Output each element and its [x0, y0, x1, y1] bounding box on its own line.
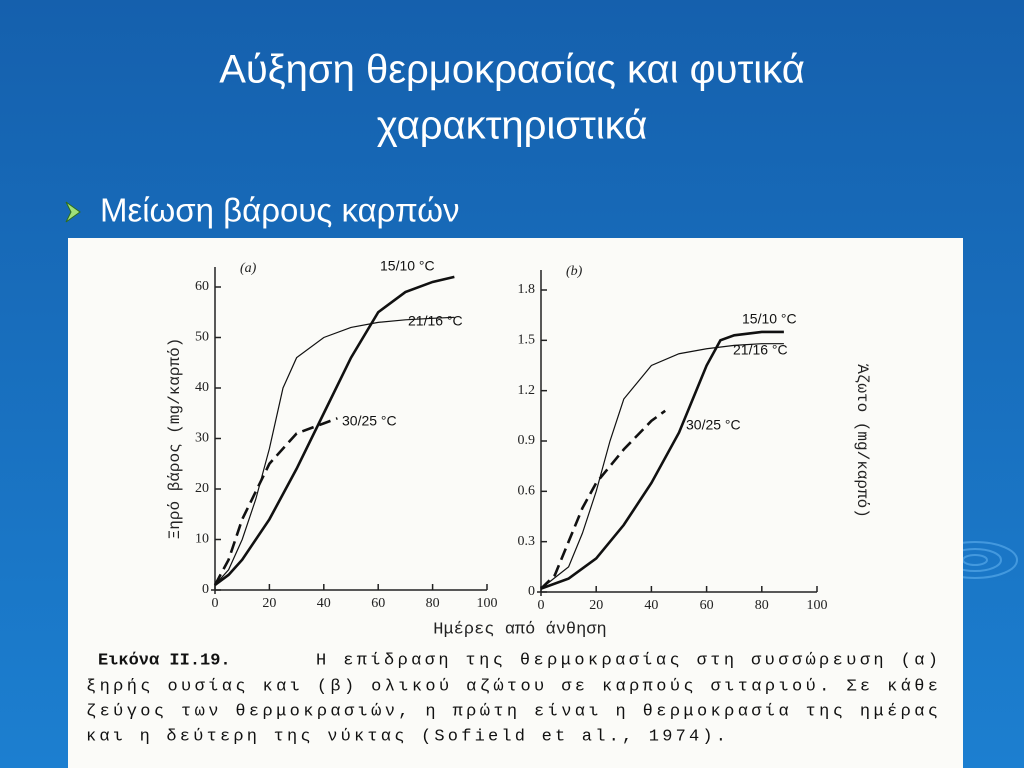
x-tick-label: 20 [589, 598, 603, 613]
y-tick-label: 0.9 [518, 433, 536, 448]
y-axis-label: Ξηρό βάρος (mg/καρπό) [166, 338, 184, 540]
y-tick-label: 60 [195, 279, 209, 294]
y-tick-label: 0.6 [518, 484, 536, 499]
series-label: 15/10 °C [380, 258, 435, 274]
x-tick-label: 60 [700, 598, 714, 613]
x-tick-label: 80 [426, 596, 440, 611]
series-label: 21/16 °C [408, 313, 463, 329]
series-label: 21/16 °C [733, 342, 788, 358]
y-tick-label: 0 [528, 584, 535, 599]
x-tick-label: 40 [644, 598, 658, 613]
y-tick-label: 0.3 [518, 534, 536, 549]
panel-label: (a) [240, 261, 257, 276]
y-axis-label: Άζωτο (mg/καρπό) [853, 364, 871, 518]
series-line [540, 409, 666, 590]
series-label: 30/25 °C [686, 417, 741, 433]
series-line [214, 275, 455, 586]
series-label: 15/10 °C [742, 311, 797, 327]
y-tick-label: 10 [195, 532, 209, 547]
y-tick-label: 40 [195, 380, 209, 395]
series-line [214, 316, 455, 586]
y-tick-label: 0 [202, 582, 209, 597]
bullet-text: Μείωση βάρους καρπών [100, 192, 460, 229]
x-tick-label: 100 [807, 598, 828, 613]
y-tick-label: 1.5 [518, 333, 536, 348]
series-line [213, 417, 338, 586]
x-tick-label: 80 [755, 598, 769, 613]
x-tick-label: 60 [371, 596, 385, 611]
x-tick-label: 0 [212, 596, 219, 611]
x-tick-label: 0 [538, 598, 545, 613]
x-tick-label: 100 [477, 596, 498, 611]
series-line [540, 330, 784, 590]
series-label: 30/25 °C [342, 413, 397, 429]
caption-head: Εικόνα ΙΙ.19. [98, 651, 231, 670]
series-line [540, 343, 784, 590]
x-axis-label: Ημέρες από άνθηση [433, 620, 606, 639]
caption-line: ζεύγος των θερμοκρασιών, η πρώτη είναι η… [86, 702, 938, 721]
scan-image [68, 238, 963, 768]
y-tick-label: 20 [195, 481, 209, 496]
y-tick-label: 30 [195, 431, 209, 446]
y-tick-label: 50 [195, 330, 209, 345]
y-tick-label: 1.8 [518, 282, 536, 297]
caption-line: ξηρής ουσίας και (β) ολικού αζώτου σε κα… [86, 677, 938, 696]
x-tick-label: 20 [262, 596, 276, 611]
x-tick-label: 40 [317, 596, 331, 611]
panel-label: (b) [566, 264, 583, 279]
bullet-icon [65, 201, 81, 223]
y-tick-label: 1.2 [518, 383, 536, 398]
title-line: χαρακτηριστικά [377, 104, 648, 148]
title-line: Αύξηση θερμοκρασίας και φυτικά [219, 48, 805, 92]
